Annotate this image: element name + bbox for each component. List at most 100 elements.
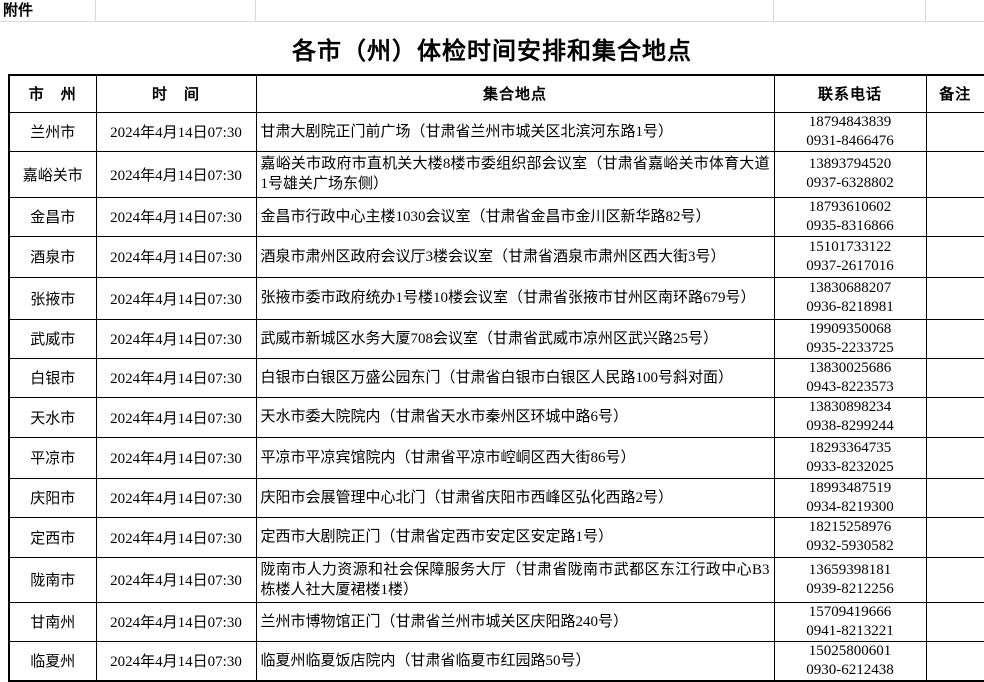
time-cell: 2024年4月14日07:30: [95, 556, 257, 603]
remark-cell: [925, 235, 984, 278]
city-cell: 金昌市: [8, 196, 97, 237]
spreadsheet-top-strip: 附件: [0, 0, 984, 22]
mobile-phone: 15709419666: [808, 603, 892, 620]
mobile-phone: 18793610602: [808, 198, 892, 215]
grid-line: [255, 0, 256, 21]
city-cell: 天水市: [8, 396, 97, 438]
location-cell: 酒泉市肃州区政府会议厅3楼会议室（甘肃省酒泉市肃州区西大街3号）: [255, 235, 775, 278]
location-cell: 兰州市博物馆正门（甘肃省兰州市城关区庆阳路240号）: [255, 601, 775, 642]
time-cell: 2024年4月14日07:30: [95, 396, 257, 438]
landline-phone: 0932-5930582: [806, 538, 894, 554]
time-cell: 2024年4月14日07:30: [95, 150, 257, 198]
landline-phone: 0933-8232025: [806, 458, 894, 475]
time-cell: 2024年4月14日07:30: [95, 516, 257, 558]
phone-cell: 18794843839 0931-8466476: [773, 111, 927, 152]
header-city: 市 州: [8, 74, 97, 113]
location-cell: 张掖市委市政府统办1号楼10楼会议室（甘肃省张掖市甘州区南环路679号）: [255, 276, 775, 320]
city-cell: 定西市: [8, 516, 97, 558]
mobile-phone: 13830688207: [808, 280, 892, 296]
phone-cell: 13830688207 0936-8218981: [773, 276, 927, 320]
table-row: 陇南市 2024年4月14日07:30 陇南市人力资源和社会保障服务大厅（甘肃省…: [8, 556, 984, 603]
table-row: 庆阳市 2024年4月14日07:30 庆阳市会展管理中心北门（甘肃省庆阳市西峰…: [8, 477, 984, 518]
time-cell: 2024年4月14日07:30: [95, 235, 257, 278]
landline-phone: 0939-8212256: [806, 580, 894, 597]
mobile-phone: 19909350068: [808, 320, 892, 337]
phone-cell: 18993487519 0934-8219300: [773, 477, 927, 518]
time-cell: 2024年4月14日07:30: [95, 357, 257, 398]
landline-phone: 0937-6328802: [806, 175, 894, 191]
time-cell: 2024年4月14日07:30: [95, 111, 257, 152]
phone-cell: 13893794520 0937-6328802: [773, 150, 927, 198]
header-location: 集合地点: [255, 74, 775, 113]
header-remark: 备注: [925, 74, 984, 113]
table-row: 张掖市 2024年4月14日07:30 张掖市委市政府统办1号楼10楼会议室（甘…: [8, 276, 984, 320]
time-cell: 2024年4月14日07:30: [95, 318, 257, 359]
remark-cell: [925, 640, 984, 681]
landline-phone: 0935-8316866: [806, 217, 894, 234]
mobile-phone: 15101733122: [808, 238, 892, 255]
time-cell: 2024年4月14日07:30: [95, 276, 257, 320]
location-cell: 甘肃大剧院正门前广场（甘肃省兰州市城关区北滨河东路1号）: [255, 111, 775, 152]
table-row: 甘南州 2024年4月14日07:30 兰州市博物馆正门（甘肃省兰州市城关区庆阳…: [8, 601, 984, 642]
phone-cell: 13830898234 0938-8299244: [773, 396, 927, 438]
remark-cell: [925, 150, 984, 198]
mobile-phone: 13893794520: [808, 156, 892, 172]
location-cell: 临夏州临夏饭店院内（甘肃省临夏市红园路50号）: [255, 640, 775, 681]
mobile-phone: 13659398181: [808, 561, 892, 578]
page-title: 各市（州）体检时间安排和集合地点: [292, 38, 692, 65]
landline-phone: 0934-8219300: [806, 498, 894, 515]
phone-cell: 13830025686 0943-8223573: [773, 357, 927, 398]
table-row: 嘉峪关市 2024年4月14日07:30 嘉峪关市政府市直机关大楼8楼市委组织部…: [8, 150, 984, 198]
landline-phone: 0941-8213221: [806, 622, 894, 639]
remark-cell: [925, 601, 984, 642]
table-row: 酒泉市 2024年4月14日07:30 酒泉市肃州区政府会议厅3楼会议室（甘肃省…: [8, 235, 984, 278]
city-cell: 武威市: [8, 318, 97, 359]
remark-cell: [925, 516, 984, 558]
city-cell: 酒泉市: [8, 235, 97, 278]
remark-cell: [925, 396, 984, 438]
table-row: 定西市 2024年4月14日07:30 定西市大剧院正门（甘肃省定西市安定区安定…: [8, 516, 984, 558]
city-cell: 庆阳市: [8, 477, 97, 518]
remark-cell: [925, 276, 984, 320]
phone-cell: 15101733122 0937-2617016: [773, 235, 927, 278]
table-body: 兰州市 2024年4月14日07:30 甘肃大剧院正门前广场（甘肃省兰州市城关区…: [8, 111, 984, 681]
remark-cell: [925, 436, 984, 479]
location-cell: 庆阳市会展管理中心北门（甘肃省庆阳市西峰区弘化西路2号）: [255, 477, 775, 518]
remark-cell: [925, 477, 984, 518]
time-cell: 2024年4月14日07:30: [95, 436, 257, 479]
location-cell: 金昌市行政中心主楼1030会议室（甘肃省金昌市金川区新华路82号）: [255, 196, 775, 237]
grid-line: [925, 0, 926, 21]
landline-phone: 0931-8466476: [806, 132, 894, 149]
location-cell: 白银市白银区万盛公园东门（甘肃省白银市白银区人民路100号斜对面）: [255, 357, 775, 398]
landline-phone: 0930-6212438: [806, 661, 894, 678]
header-row: 市 州 时 间 集合地点 联系电话 备注: [8, 74, 984, 113]
location-cell: 天水市委大院院内（甘肃省天水市秦州区环城中路6号）: [255, 396, 775, 438]
table-row: 武威市 2024年4月14日07:30 武威市新城区水务大厦708会议室（甘肃省…: [8, 318, 984, 359]
location-cell: 嘉峪关市政府市直机关大楼8楼市委组织部会议室（甘肃省嘉峪关市体育大道1号雄关广场…: [255, 150, 775, 198]
landline-phone: 0938-8299244: [806, 418, 894, 434]
remark-cell: [925, 357, 984, 398]
header-phone: 联系电话: [773, 74, 927, 113]
title-row: 各市（州）体检时间安排和集合地点: [0, 22, 984, 74]
table-row: 白银市 2024年4月14日07:30 白银市白银区万盛公园东门（甘肃省白银市白…: [8, 357, 984, 398]
table-row: 临夏州 2024年4月14日07:30 临夏州临夏饭店院内（甘肃省临夏市红园路5…: [8, 640, 984, 681]
mobile-phone: 15025800601: [808, 642, 892, 659]
schedule-table: 市 州 时 间 集合地点 联系电话 备注 兰州市 2024年4月14日07:30…: [8, 74, 984, 682]
city-cell: 白银市: [8, 357, 97, 398]
table-row: 兰州市 2024年4月14日07:30 甘肃大剧院正门前广场（甘肃省兰州市城关区…: [8, 111, 984, 152]
location-cell: 陇南市人力资源和社会保障服务大厅（甘肃省陇南市武都区东江行政中心B3栋楼人社大厦…: [255, 556, 775, 603]
city-cell: 甘南州: [8, 601, 97, 642]
remark-cell: [925, 318, 984, 359]
landline-phone: 0943-8223573: [806, 378, 894, 395]
phone-cell: 18215258976 0932-5930582: [773, 516, 927, 558]
time-cell: 2024年4月14日07:30: [95, 477, 257, 518]
city-cell: 张掖市: [8, 276, 97, 320]
attachment-label: 附件: [3, 2, 34, 19]
city-cell: 嘉峪关市: [8, 150, 97, 198]
landline-phone: 0935-2233725: [806, 339, 894, 356]
location-cell: 定西市大剧院正门（甘肃省定西市安定区安定路1号）: [255, 516, 775, 558]
time-cell: 2024年4月14日07:30: [95, 640, 257, 681]
mobile-phone: 18215258976: [808, 519, 892, 535]
mobile-phone: 13830898234: [808, 399, 892, 415]
time-cell: 2024年4月14日07:30: [95, 601, 257, 642]
